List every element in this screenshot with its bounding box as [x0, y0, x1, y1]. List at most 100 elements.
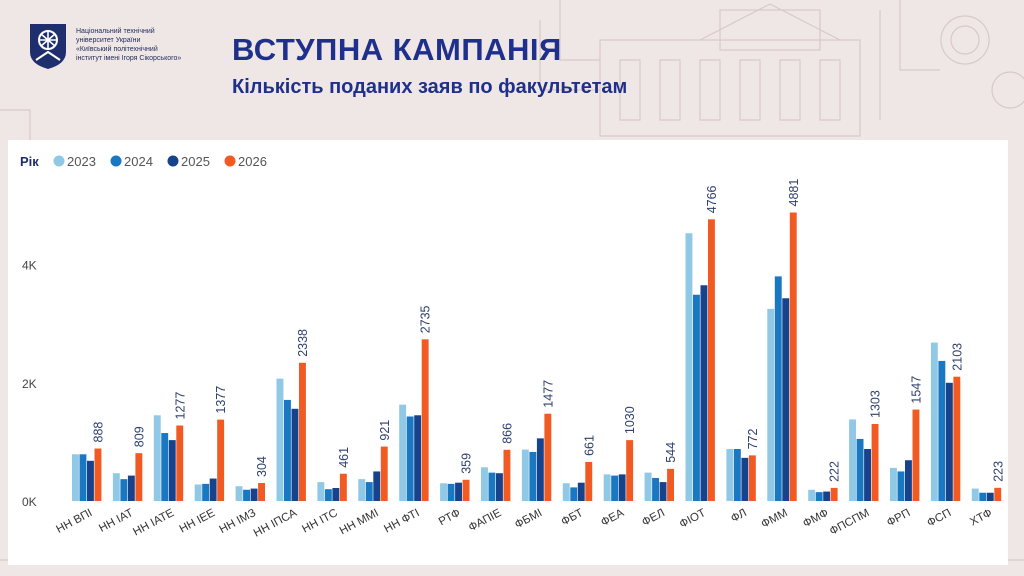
x-tick-label-ФПСПМ: ФПСПМ	[828, 507, 872, 538]
bar-РТФ-2026	[462, 479, 470, 501]
data-label-НН ІЕЕ: 1377	[214, 386, 228, 414]
bar-НН ІЕЕ-2026	[217, 419, 225, 501]
bar-НН ІЕЕ-2023	[194, 484, 202, 501]
x-tick-label-НН ВПІ: НН ВПІ	[54, 507, 94, 536]
bar-ФЕА-2023	[603, 474, 611, 501]
x-tick-label-ФЕЛ: ФЕЛ	[640, 507, 667, 529]
data-label-НН ВПІ: 888	[92, 422, 106, 443]
data-label-НН ІТС: 461	[337, 447, 351, 468]
bar-НН ІМЗ-2025	[250, 488, 258, 501]
bar-ФММ-2024	[774, 276, 782, 501]
x-tick-label-ФМФ: ФМФ	[801, 507, 831, 530]
bar-НН ІЕЕ-2025	[209, 478, 217, 501]
bar-ФЕЛ-2023	[644, 472, 652, 501]
bar-ФРП-2026	[912, 409, 920, 501]
bar-ФММ-2025	[782, 298, 790, 501]
bar-ФІОТ-2023	[685, 233, 693, 501]
legend-label-2025: 2025	[181, 154, 210, 169]
data-label-ХТФ: 223	[991, 461, 1005, 482]
bar-ФЛ-2024	[733, 448, 741, 501]
bar-НН ІЕЕ-2024	[202, 483, 210, 501]
bar-НН ІАТЕ-2025	[168, 440, 176, 501]
bar-НН ФТІ-2026	[421, 339, 429, 501]
bar-ФММ-2023	[767, 308, 775, 501]
bar-ФАПІЕ-2024	[488, 472, 496, 501]
org-line: «Київський політехнічний	[76, 46, 158, 53]
bar-ФБТ-2023	[562, 483, 570, 501]
bar-НН ІМЗ-2026	[258, 483, 265, 501]
data-label-НН ІМЗ: 304	[255, 456, 269, 477]
data-label-ФПСПМ: 1303	[869, 390, 883, 418]
x-tick-label-НН ІЕЕ: НН ІЕЕ	[178, 507, 218, 536]
bar-НН ІАТ-2023	[112, 473, 120, 501]
university-name: Національний технічний університет Украї…	[76, 27, 226, 63]
x-tick-label-ФІОТ: ФІОТ	[678, 507, 708, 531]
bar-ФБТ-2025	[577, 482, 585, 501]
x-tick-label-НН ІПСА: НН ІПСА	[252, 507, 299, 540]
org-line: університет України	[76, 37, 141, 44]
bar-НН ІАТЕ-2026	[176, 425, 184, 501]
data-label-ФБТ: 661	[582, 435, 596, 456]
bar-ФБТ-2024	[570, 487, 578, 501]
bar-ФРП-2024	[897, 471, 905, 501]
bar-РТФ-2025	[455, 482, 462, 501]
bar-НН ВПІ-2023	[72, 454, 79, 501]
x-tick-label-НН ІАТЕ: НН ІАТЕ	[131, 507, 176, 539]
bar-ФМФ-2023	[808, 489, 816, 501]
bar-ФБТ-2026	[585, 461, 593, 501]
data-label-ФСП: 2103	[950, 343, 964, 371]
bar-НН ММІ-2023	[358, 479, 366, 501]
bar-ХТФ-2025	[986, 492, 994, 501]
bar-ФБМІ-2025	[536, 438, 544, 501]
bar-ХТФ-2023	[971, 488, 979, 501]
bar-РТФ-2023	[440, 483, 447, 501]
bar-ФСП-2024	[938, 360, 946, 501]
data-label-НН ІАТ: 809	[132, 426, 146, 447]
bar-ФПСПМ-2026	[871, 423, 879, 501]
bar-НН ВПІ-2026	[94, 448, 102, 501]
bar-НН ІАТЕ-2024	[161, 433, 169, 501]
bar-ФЕЛ-2026	[667, 468, 674, 501]
x-tick-label-ФБТ: ФБТ	[559, 507, 585, 528]
legend-marker-2024	[110, 155, 122, 167]
page-subtitle: Кількість поданих заяв по факультетам	[232, 76, 628, 98]
x-tick-label-ФЛ: ФЛ	[729, 507, 749, 525]
bar-ФСП-2026	[953, 376, 961, 501]
bar-НН ІПСА-2025	[291, 408, 299, 501]
bar-НН ІАТ-2025	[127, 475, 135, 501]
bar-НН ФТІ-2023	[399, 404, 407, 501]
bar-ФСП-2023	[930, 342, 938, 501]
bar-ФЛ-2023	[726, 448, 734, 501]
chart-panel: Рік 2023 2024 2025 2026 0K 2K 4K 888 НН ВПІ 809 НН …	[8, 140, 1008, 565]
legend-label-2026: 2026	[238, 154, 267, 169]
bar-ФПСПМ-2024	[856, 438, 864, 501]
bar-ФАПІЕ-2025	[496, 473, 503, 501]
bar-ФАПІЕ-2026	[503, 449, 511, 501]
x-tick-label-ФРП: ФРП	[885, 507, 912, 529]
bar-НН ВПІ-2024	[79, 454, 87, 501]
page-title: ВСТУПНА КАМПАНІЯ	[232, 32, 562, 67]
bar-ФМФ-2024	[815, 492, 823, 501]
x-tick-label-НН ІАТ: НН ІАТ	[97, 507, 135, 535]
bar-ФРП-2023	[890, 467, 897, 501]
bar-НН ІМЗ-2024	[243, 489, 250, 501]
bar-ФІОТ-2024	[693, 294, 700, 501]
bar-ФРП-2025	[905, 460, 912, 501]
bar-ФММ-2026	[789, 212, 797, 501]
kpi-logo-icon	[30, 24, 66, 69]
legend-label-2023: 2023	[67, 154, 96, 169]
bar-ХТФ-2024	[979, 492, 987, 501]
data-label-ФЕЛ: 544	[664, 442, 678, 463]
bar-НН ІТС-2024	[324, 489, 332, 501]
bar-НН ІПСА-2026	[299, 362, 306, 501]
bar-ФІОТ-2026	[708, 219, 715, 502]
bar-НН ММІ-2025	[373, 471, 381, 501]
bar-ФПСПМ-2025	[864, 448, 871, 501]
bar-ФМФ-2025	[823, 491, 831, 501]
bar-ФЕА-2024	[611, 475, 619, 501]
bar-ФЕА-2026	[626, 440, 634, 501]
legend-label-2024: 2024	[124, 154, 153, 169]
x-tick-label-НН ММІ: НН ММІ	[338, 507, 381, 537]
org-line: інститут імені Ігоря Сікорського»	[76, 55, 182, 62]
data-label-ФРП: 1547	[910, 376, 924, 404]
